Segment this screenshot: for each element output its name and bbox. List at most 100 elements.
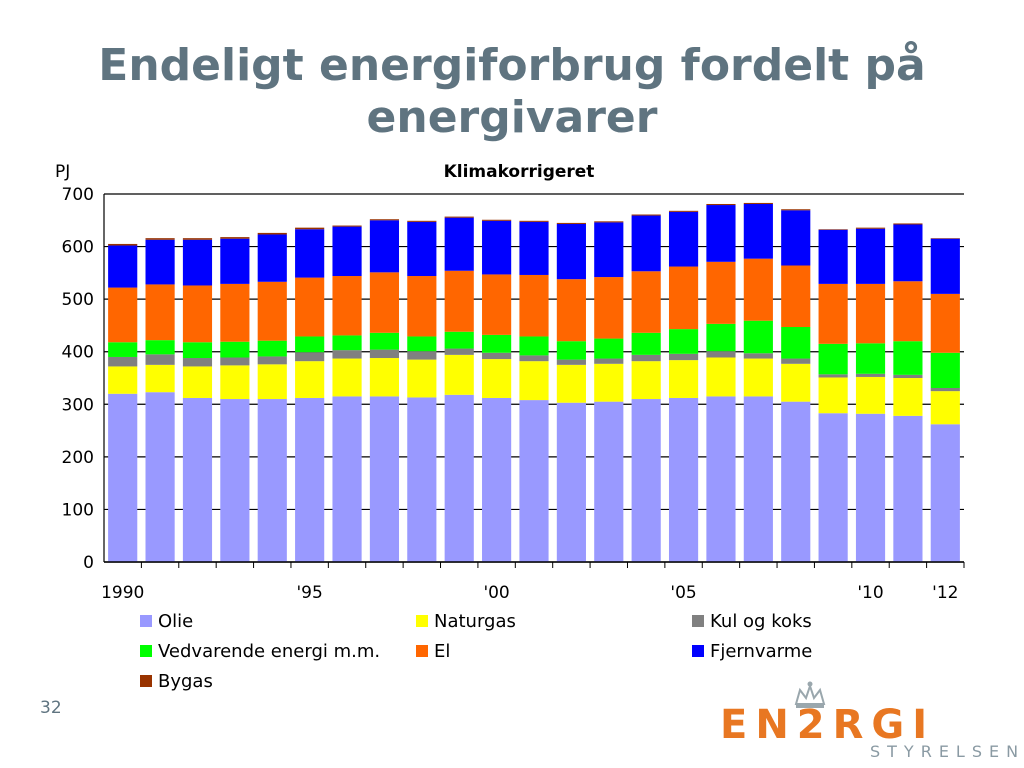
bar-segment	[781, 327, 811, 359]
bar-segment	[706, 203, 736, 206]
legend-item: Naturgas	[416, 610, 516, 632]
bar-segment	[594, 401, 624, 562]
bar-segment	[145, 284, 175, 341]
bar-segment	[631, 271, 661, 333]
legend-item: Vedvarende energi m.m.	[140, 640, 380, 662]
bar-segment	[631, 399, 661, 562]
stacked-bar-chart: Klimakorrigeret PJ 0 100 200 300 400 500 600 70…	[55, 162, 965, 603]
bar-segment	[257, 364, 287, 400]
bar-segment	[743, 320, 773, 354]
bar-segment	[893, 224, 923, 282]
bar-segment	[930, 387, 960, 392]
bar-segment	[220, 237, 250, 239]
bar-segment	[332, 358, 362, 397]
bar-segment	[781, 401, 811, 562]
crown-icon	[794, 681, 826, 708]
bar-segment	[257, 340, 287, 357]
bar-segment	[818, 413, 848, 562]
legend-swatch	[416, 645, 428, 657]
bar-segment	[668, 266, 699, 330]
bar-segment	[182, 397, 213, 562]
bar-segment	[295, 229, 325, 278]
bar-segment	[743, 353, 773, 359]
legend-item: Olie	[140, 610, 193, 632]
y-tick-label: 100	[62, 500, 94, 520]
bar-segment	[631, 214, 661, 216]
bar-segment	[556, 359, 586, 365]
bar-segment	[706, 205, 736, 262]
bar-segment	[369, 396, 400, 562]
x-tick-label: '05	[670, 583, 696, 603]
axes: 0 100 200 300 400 500 600 700 1990 '95 '00 '05 '10 '1…	[62, 185, 965, 603]
bar-segment	[930, 238, 960, 239]
bar-segment	[444, 354, 474, 395]
legend-swatch	[692, 645, 704, 657]
bar-segment	[108, 356, 138, 367]
bar-segment	[407, 336, 437, 352]
y-tick-label: 700	[62, 185, 94, 205]
bar-segment	[781, 363, 811, 402]
y-tick-label: 500	[62, 290, 94, 310]
bar-segment	[295, 336, 325, 353]
bar-segment	[145, 364, 175, 393]
legend-swatch	[140, 645, 152, 657]
bar-segment	[519, 220, 549, 222]
bar-segment	[369, 272, 400, 333]
bar-segment	[108, 342, 138, 357]
bar-segment	[295, 361, 325, 398]
bar-segment	[369, 219, 400, 221]
bar-segment	[220, 283, 250, 342]
bar-segment	[668, 329, 699, 354]
bar-segment	[668, 210, 699, 212]
slide-title: Endeligt energiforbrug fordelt på energi…	[98, 40, 926, 143]
bar-segment	[743, 358, 773, 397]
bar-segment	[145, 340, 175, 355]
x-tick-label: '12	[932, 583, 958, 603]
bar-segment	[930, 352, 960, 388]
bar-segment	[482, 334, 512, 353]
bar-segment	[145, 392, 175, 562]
bar-segment	[594, 338, 624, 359]
bar-segment	[257, 281, 287, 341]
bar-segment	[519, 361, 549, 401]
bar-segment	[855, 228, 886, 284]
legend-label: Naturgas	[434, 610, 516, 632]
x-tick-label: '95	[296, 583, 322, 603]
bar-segment	[407, 397, 437, 562]
energistyrelsen-logo: EN2RGI STYRELSEN	[720, 680, 1020, 761]
legend-swatch	[692, 615, 704, 627]
bar-segment	[893, 415, 923, 562]
bar-segment	[145, 239, 175, 285]
bar-segment	[369, 358, 400, 397]
bar-segment	[781, 209, 811, 211]
legend-swatch	[416, 615, 428, 627]
bar-segment	[930, 293, 960, 353]
bar-segment	[631, 332, 661, 355]
bar-segment	[706, 396, 736, 562]
bar-segment	[444, 331, 474, 349]
bar-segment	[519, 355, 549, 362]
bar-segment	[855, 283, 886, 344]
bar-segment	[182, 238, 213, 240]
bar-segment	[108, 287, 138, 343]
bar-segment	[444, 348, 474, 355]
bar-segment	[818, 343, 848, 375]
bar-segment	[818, 374, 848, 378]
bar-segment	[108, 393, 138, 562]
bar-segment	[556, 341, 586, 360]
bar-segment	[482, 220, 512, 275]
bar-segment	[668, 353, 699, 361]
bar-segment	[407, 351, 437, 360]
bar-segment	[332, 350, 362, 359]
bar-segment	[295, 227, 325, 230]
bar-segment	[220, 357, 250, 366]
bar-segment	[257, 232, 287, 235]
bar-segment	[855, 373, 886, 377]
bar-segment	[668, 397, 699, 562]
bar-segment	[706, 261, 736, 324]
bar-segment	[893, 378, 923, 416]
bar-segment	[519, 274, 549, 337]
bar-segment	[556, 222, 586, 224]
bar-segment	[332, 276, 362, 336]
legend-item: Kul og koks	[692, 610, 812, 632]
